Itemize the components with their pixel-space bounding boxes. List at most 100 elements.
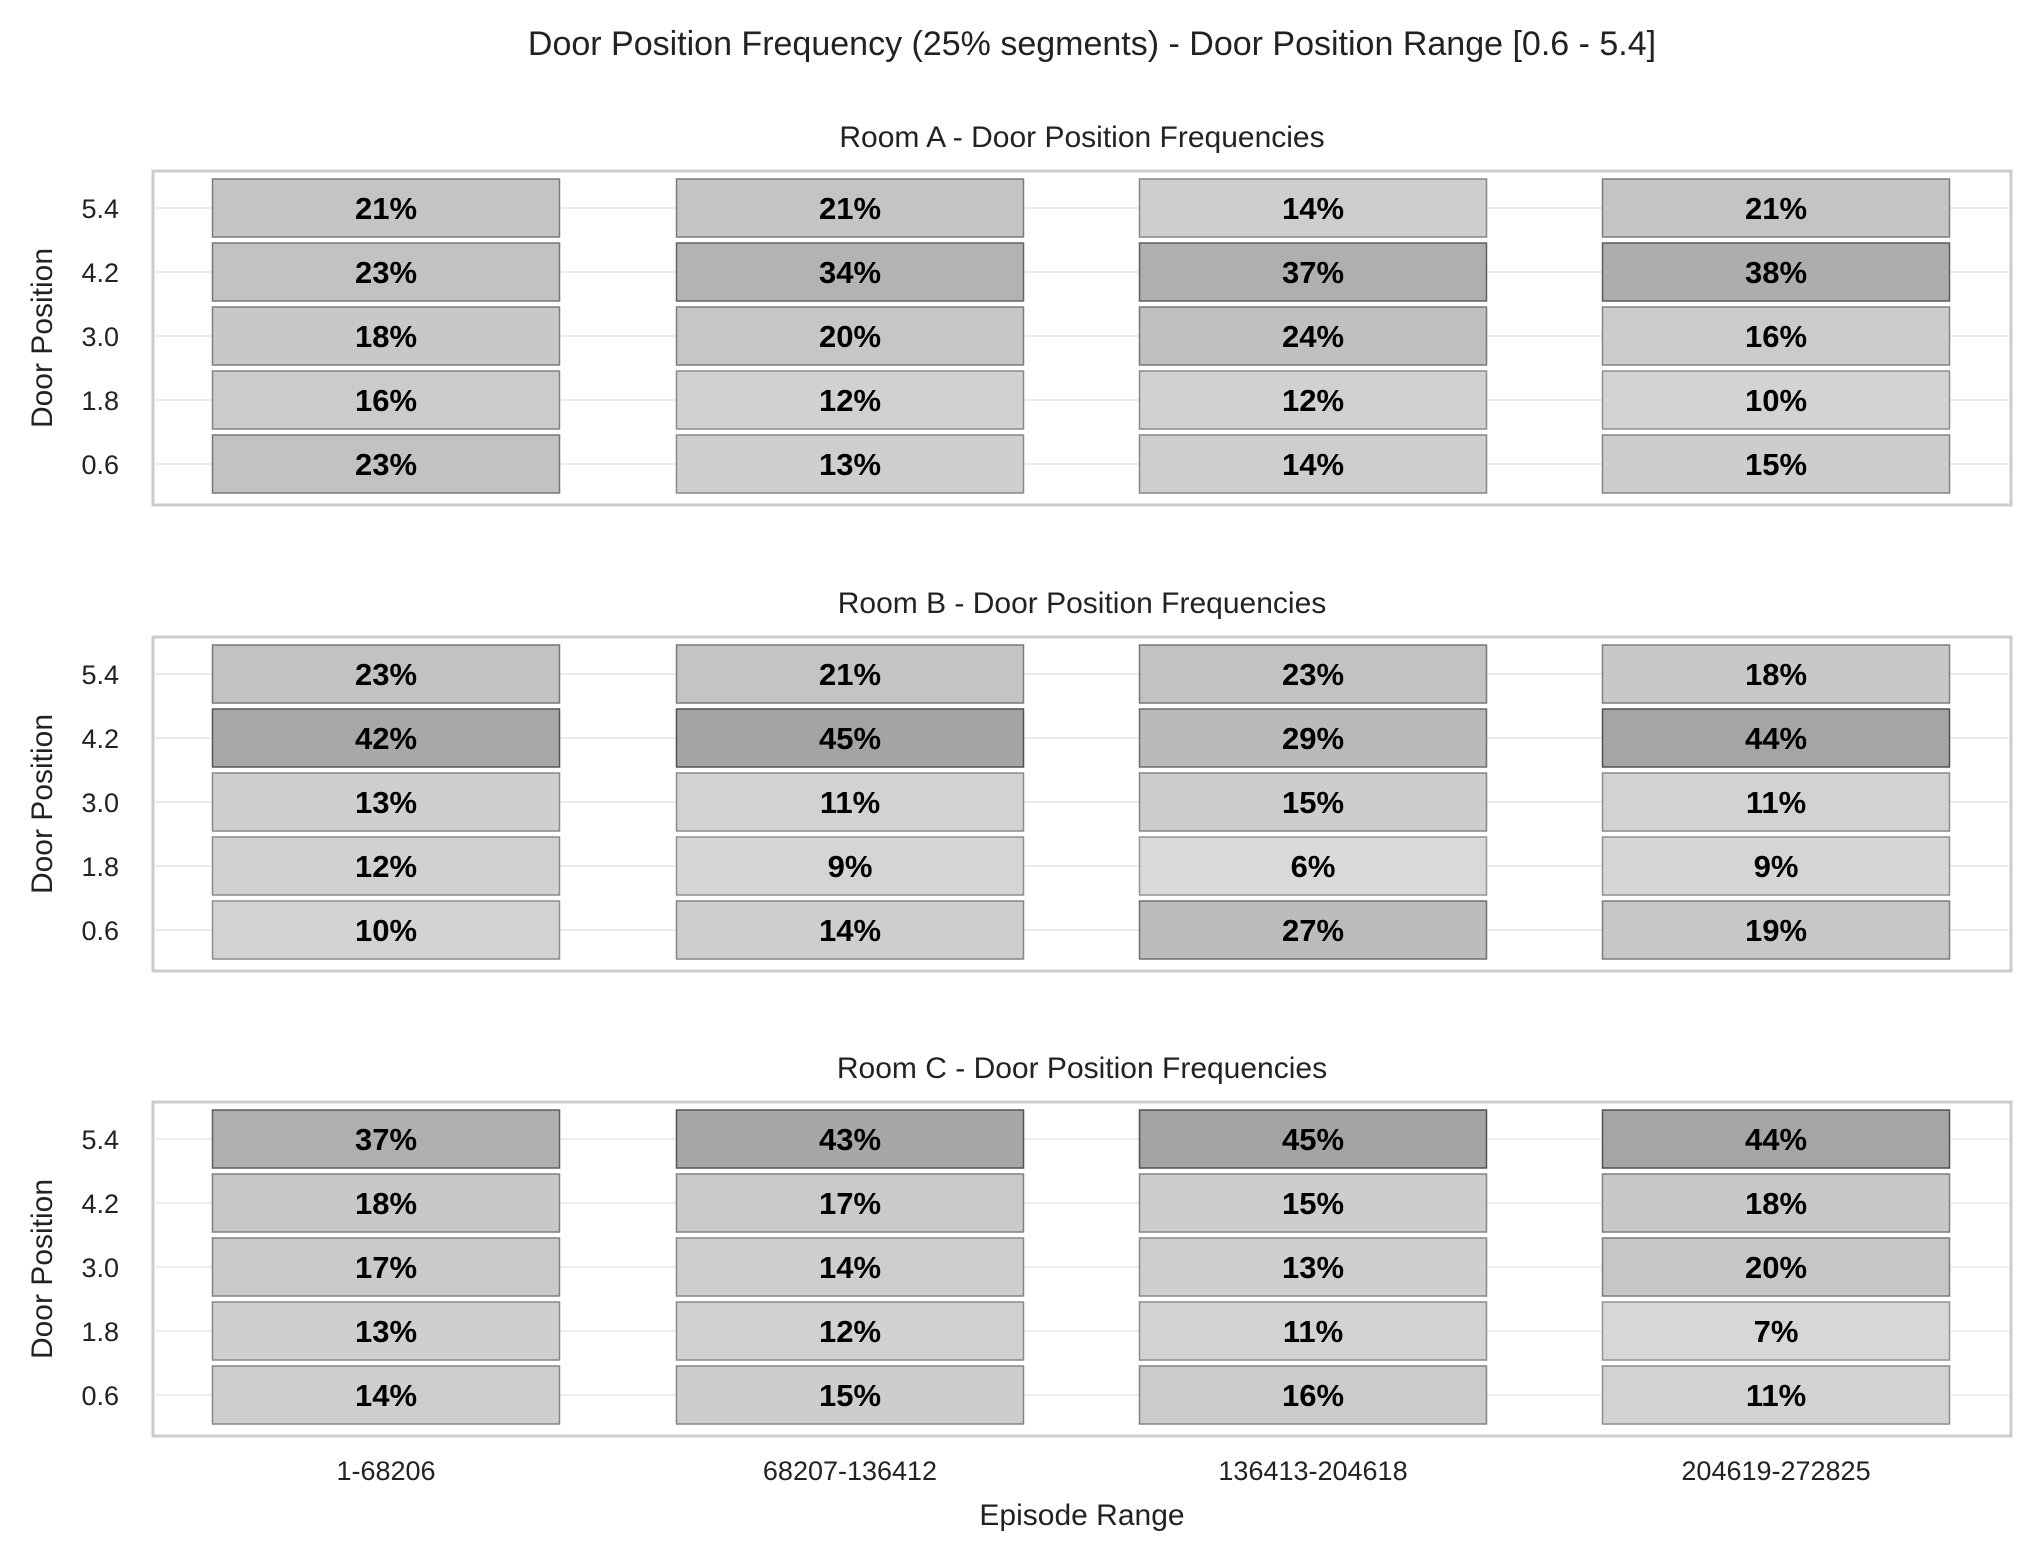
- heatmap-cell: [675, 644, 1025, 704]
- cell-value-label: 21%: [355, 191, 417, 226]
- heatmap-cell: [1601, 1173, 1951, 1233]
- heatmap-cell: [211, 1173, 561, 1233]
- heatmap-cell: [1138, 242, 1488, 302]
- heatmap-cell: [1138, 708, 1488, 768]
- cell-value-label: 21%: [819, 191, 881, 226]
- heatmap-cell: [675, 1301, 1025, 1361]
- cell-value-label: 12%: [1282, 383, 1344, 418]
- heatmap-cell: [1601, 644, 1951, 704]
- cell-value-label: 14%: [819, 1250, 881, 1285]
- heatmap-cell: [211, 1237, 561, 1297]
- y-tick-label: 1.8: [81, 852, 119, 882]
- y-tick-label: 4.2: [81, 258, 119, 288]
- y-tick-label: 5.4: [81, 660, 119, 690]
- y-tick-label: 5.4: [81, 1125, 119, 1155]
- panel-title: Room B - Door Position Frequencies: [838, 587, 1327, 620]
- cell-value-label: 37%: [1282, 255, 1344, 290]
- heatmap-cell: [1601, 1365, 1951, 1425]
- cell-value-label: 15%: [1745, 447, 1807, 482]
- cell-value-label: 45%: [819, 721, 881, 756]
- y-tick-label: 3.0: [81, 322, 119, 352]
- cell-value-label: 10%: [355, 913, 417, 948]
- heatmap-cell: [211, 708, 561, 768]
- heatmap-cell: [1138, 1237, 1488, 1297]
- heatmap-cell: [675, 1109, 1025, 1169]
- y-tick-label: 4.2: [81, 724, 119, 754]
- heatmap-cell: [675, 1173, 1025, 1233]
- heatmap-cell: [675, 306, 1025, 366]
- cell-value-label: 24%: [1282, 319, 1344, 354]
- cell-value-label: 18%: [355, 1186, 417, 1221]
- y-tick-label: 0.6: [81, 450, 119, 480]
- heatmap-cell: [1138, 1109, 1488, 1169]
- panels: Room A - Door Position Frequencies 5.4 4.2…: [26, 121, 2013, 1438]
- cell-value-label: 20%: [819, 319, 881, 354]
- cell-value-label: 45%: [1282, 1122, 1344, 1157]
- cell-value-label: 15%: [1282, 785, 1344, 820]
- cell-value-label: 14%: [819, 913, 881, 948]
- cell-value-label: 13%: [1282, 1250, 1344, 1285]
- heatmap-cell: [211, 644, 561, 704]
- cell-value-label: 13%: [819, 447, 881, 482]
- cell-value-label: 18%: [1745, 1186, 1807, 1221]
- y-axis-label: Door Position: [26, 1179, 59, 1359]
- cell-value-label: 34%: [819, 255, 881, 290]
- heatmap-cell: [211, 434, 561, 494]
- heatmap-cell: [1601, 178, 1951, 238]
- heatmap-cell: [675, 178, 1025, 238]
- cell-value-label: 10%: [1745, 383, 1807, 418]
- panel-title: Room C - Door Position Frequencies: [837, 1052, 1327, 1085]
- panel-3: Room C - Door Position Frequencies 5.4 4.2…: [26, 1052, 2013, 1438]
- heatmap-cell: [1601, 1237, 1951, 1297]
- cell-value-label: 11%: [1746, 785, 1806, 820]
- cell-value-label: 17%: [819, 1186, 881, 1221]
- y-tick-label: 3.0: [81, 788, 119, 818]
- cell-value-label: 11%: [820, 785, 880, 820]
- heatmap-cell: [675, 900, 1025, 960]
- cell-value-label: 21%: [1745, 191, 1807, 226]
- heatmap-cell: [211, 178, 561, 238]
- cell-value-label: 23%: [355, 255, 417, 290]
- heatmap-cell: [1138, 1301, 1488, 1361]
- cell-value-label: 13%: [355, 785, 417, 820]
- cell-value-label: 18%: [355, 319, 417, 354]
- cell-value-label: 14%: [355, 1378, 417, 1413]
- cell-value-label: 17%: [355, 1250, 417, 1285]
- heatmap-cell: [1601, 1109, 1951, 1169]
- x-tick-label: 204619-272825: [1681, 1456, 1870, 1486]
- cell-value-label: 9%: [828, 849, 873, 884]
- cell-value-label: 27%: [1282, 913, 1344, 948]
- heatmap-cell: [675, 836, 1025, 896]
- heatmap-cell: [211, 772, 561, 832]
- cell-value-label: 12%: [819, 1314, 881, 1349]
- cell-value-label: 12%: [355, 849, 417, 884]
- cell-value-label: 18%: [1745, 657, 1807, 692]
- cell-value-label: 14%: [1282, 191, 1344, 226]
- y-tick-label: 1.8: [81, 386, 119, 416]
- cell-value-label: 23%: [355, 657, 417, 692]
- y-tick-label: 0.6: [81, 916, 119, 946]
- panel-1: Room A - Door Position Frequencies 5.4 4.2…: [26, 121, 2013, 507]
- x-tick-label: 68207-136412: [763, 1456, 937, 1486]
- cell-value-label: 43%: [819, 1122, 881, 1157]
- cell-value-label: 6%: [1291, 849, 1336, 884]
- heatmap-cell: [1601, 434, 1951, 494]
- heatmap-cell: [1601, 900, 1951, 960]
- panel-title: Room A - Door Position Frequencies: [839, 121, 1324, 154]
- cell-value-label: 11%: [1283, 1314, 1343, 1349]
- x-axis-label: Episode Range: [979, 1499, 1184, 1532]
- heatmap-cell: [1601, 708, 1951, 768]
- y-tick-label: 0.6: [81, 1381, 119, 1411]
- heatmap-cell: [1138, 900, 1488, 960]
- heatmap-cell: [1601, 306, 1951, 366]
- cell-value-label: 23%: [355, 447, 417, 482]
- heatmap-cell: [211, 900, 561, 960]
- heatmap-cell: [1138, 306, 1488, 366]
- cell-value-label: 44%: [1745, 721, 1807, 756]
- y-tick-label: 4.2: [81, 1189, 119, 1219]
- cell-value-label: 42%: [355, 721, 417, 756]
- heatmap-cell: [211, 370, 561, 430]
- cell-value-label: 23%: [1282, 657, 1344, 692]
- heatmap-cell: [675, 772, 1025, 832]
